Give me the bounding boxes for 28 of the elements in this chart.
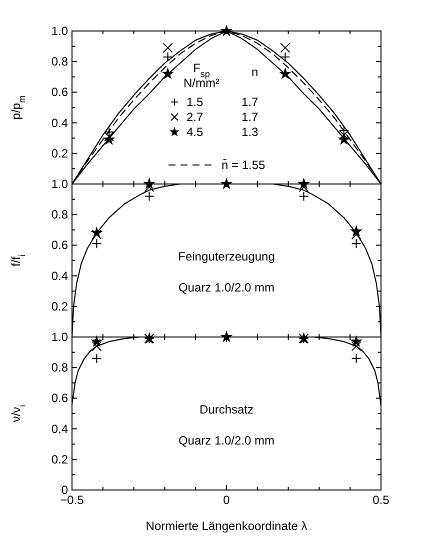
x-tick-label: 0.5 xyxy=(372,493,390,507)
text: 4.5 1.3 xyxy=(186,125,258,139)
text: 1.5 1.7 xyxy=(186,95,258,109)
annotation: Durchsatz xyxy=(199,402,254,416)
y-tick-label: 0.4 xyxy=(51,422,68,436)
y-tick-label: 0.8 xyxy=(51,54,68,69)
annotation: n xyxy=(252,65,258,79)
y-tick-label: 0.4 xyxy=(51,116,68,130)
y-tick-label: 0.2 xyxy=(51,146,68,160)
y-tick-label: 1.0 xyxy=(51,177,68,191)
y-tick-label: 0.6 xyxy=(51,391,68,406)
y-tick-label: 0.2 xyxy=(51,452,68,466)
y-tick-label: 0.4 xyxy=(51,268,68,283)
y-tick-label: 0.6 xyxy=(51,85,68,100)
annotation: Feinguterzeugung xyxy=(178,250,275,264)
y-tick-label: 0.2 xyxy=(51,299,68,314)
x-axis-title: Normierte Längenkoordinate λ xyxy=(146,519,308,533)
y-tick-label: 0.8 xyxy=(51,360,68,375)
legend-label: n̄ = 1.55 xyxy=(222,158,266,172)
y-tick-label: 1.0 xyxy=(51,330,68,344)
y-tick-label: 0.6 xyxy=(51,238,68,252)
y-tick-label: 1.0 xyxy=(51,24,68,38)
legend-title: F$_{sp}$ N/mm² xyxy=(184,61,220,90)
annotation: Quarz 1.0/2.0 mm xyxy=(178,280,275,294)
annotation: Quarz 1.0/2.0 mm xyxy=(178,434,275,448)
text: 2.7 1.7 xyxy=(186,110,258,124)
x-tick-label: 0 xyxy=(223,493,230,507)
y-tick-label: 0.8 xyxy=(51,208,68,222)
